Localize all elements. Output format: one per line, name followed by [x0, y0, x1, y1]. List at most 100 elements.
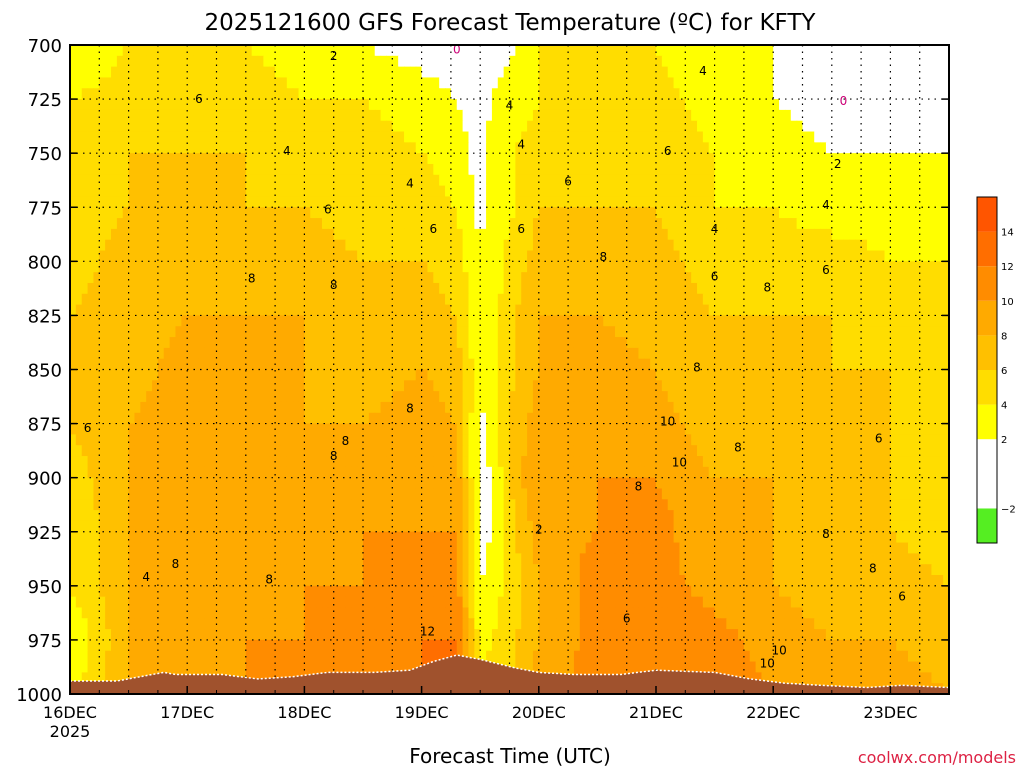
- field-cell: [333, 207, 341, 219]
- field-cell: [591, 174, 598, 187]
- field-cell: [749, 293, 757, 306]
- field-cell: [486, 185, 493, 198]
- field-cell: [128, 401, 136, 414]
- field-cell: [866, 293, 874, 306]
- field-cell: [280, 304, 288, 317]
- field-cell: [87, 380, 95, 392]
- field-cell: [152, 153, 159, 165]
- field-cell: [732, 239, 739, 252]
- field-cell: [527, 337, 534, 349]
- field-cell: [814, 99, 821, 111]
- field-cell: [878, 261, 886, 273]
- field-cell: [128, 326, 136, 338]
- field-cell: [521, 77, 528, 89]
- field-cell: [292, 272, 300, 284]
- field-cell: [445, 239, 452, 252]
- field-cell: [450, 272, 458, 284]
- field-cell: [919, 326, 927, 338]
- field-cell: [620, 99, 628, 111]
- field-cell: [181, 250, 188, 262]
- field-cell: [820, 304, 827, 317]
- field-cell: [925, 99, 933, 111]
- field-cell: [620, 142, 628, 154]
- field-cell: [234, 228, 241, 241]
- field-cell: [568, 66, 575, 79]
- field-cell: [187, 109, 194, 122]
- field-cell: [128, 131, 136, 143]
- field-cell: [169, 315, 177, 327]
- field-cell: [357, 55, 364, 68]
- field-cell: [556, 391, 563, 403]
- field-cell: [298, 272, 305, 284]
- field-cell: [70, 185, 77, 198]
- field-cell: [790, 326, 798, 338]
- field-cell: [591, 326, 598, 338]
- field-cell: [181, 142, 188, 154]
- field-cell: [339, 120, 347, 133]
- field-cell: [433, 304, 440, 317]
- field-cell: [286, 163, 294, 176]
- field-cell: [81, 131, 89, 143]
- field-cell: [527, 315, 534, 327]
- field-cell: [626, 347, 634, 360]
- field-cell: [843, 218, 850, 230]
- field-cell: [907, 326, 915, 338]
- field-cell: [872, 120, 880, 133]
- field-cell: [509, 185, 516, 198]
- field-cell: [198, 174, 206, 187]
- field-cell: [673, 196, 681, 208]
- field-cell: [790, 218, 798, 230]
- field-cell: [855, 293, 862, 306]
- field-cell: [134, 196, 141, 208]
- field-cell: [866, 326, 874, 338]
- field-cell: [855, 326, 862, 338]
- field-cell: [445, 109, 452, 122]
- field-cell: [210, 272, 218, 284]
- field-cell: [656, 77, 663, 89]
- field-cell: [462, 369, 470, 381]
- field-cell: [638, 337, 645, 349]
- field-cell: [609, 218, 616, 230]
- field-cell: [228, 337, 235, 349]
- field-cell: [749, 228, 757, 241]
- field-cell: [363, 380, 370, 392]
- field-cell: [749, 391, 757, 403]
- field-cell: [931, 77, 938, 89]
- field-cell: [374, 380, 382, 392]
- field-cell: [497, 196, 505, 208]
- field-cell: [433, 77, 440, 89]
- field-cell: [193, 282, 200, 295]
- field-cell: [222, 163, 229, 176]
- field-cell: [380, 347, 388, 360]
- field-cell: [585, 45, 593, 57]
- field-cell: [75, 326, 83, 338]
- field-cell: [843, 109, 850, 122]
- field-cell: [814, 120, 821, 133]
- field-cell: [105, 174, 112, 187]
- field-cell: [626, 55, 634, 68]
- field-cell: [878, 207, 886, 219]
- field-cell: [685, 272, 692, 284]
- field-cell: [456, 228, 464, 241]
- field-cell: [193, 347, 200, 360]
- field-cell: [263, 391, 270, 403]
- field-cell: [802, 99, 809, 111]
- field-cell: [609, 153, 616, 165]
- field-cell: [743, 369, 751, 381]
- field-cell: [409, 347, 417, 360]
- field-cell: [122, 163, 130, 176]
- field-cell: [474, 109, 481, 122]
- field-cell: [327, 77, 335, 89]
- field-cell: [679, 153, 686, 165]
- field-cell: [439, 109, 446, 122]
- field-cell: [896, 239, 903, 252]
- field-cell: [667, 391, 675, 403]
- field-cell: [363, 261, 370, 273]
- field-cell: [573, 326, 581, 338]
- field-cell: [263, 380, 270, 392]
- field-cell: [884, 120, 891, 133]
- field-cell: [573, 45, 581, 57]
- field-cell: [919, 185, 927, 198]
- field-cell: [181, 174, 188, 187]
- field-cell: [75, 218, 83, 230]
